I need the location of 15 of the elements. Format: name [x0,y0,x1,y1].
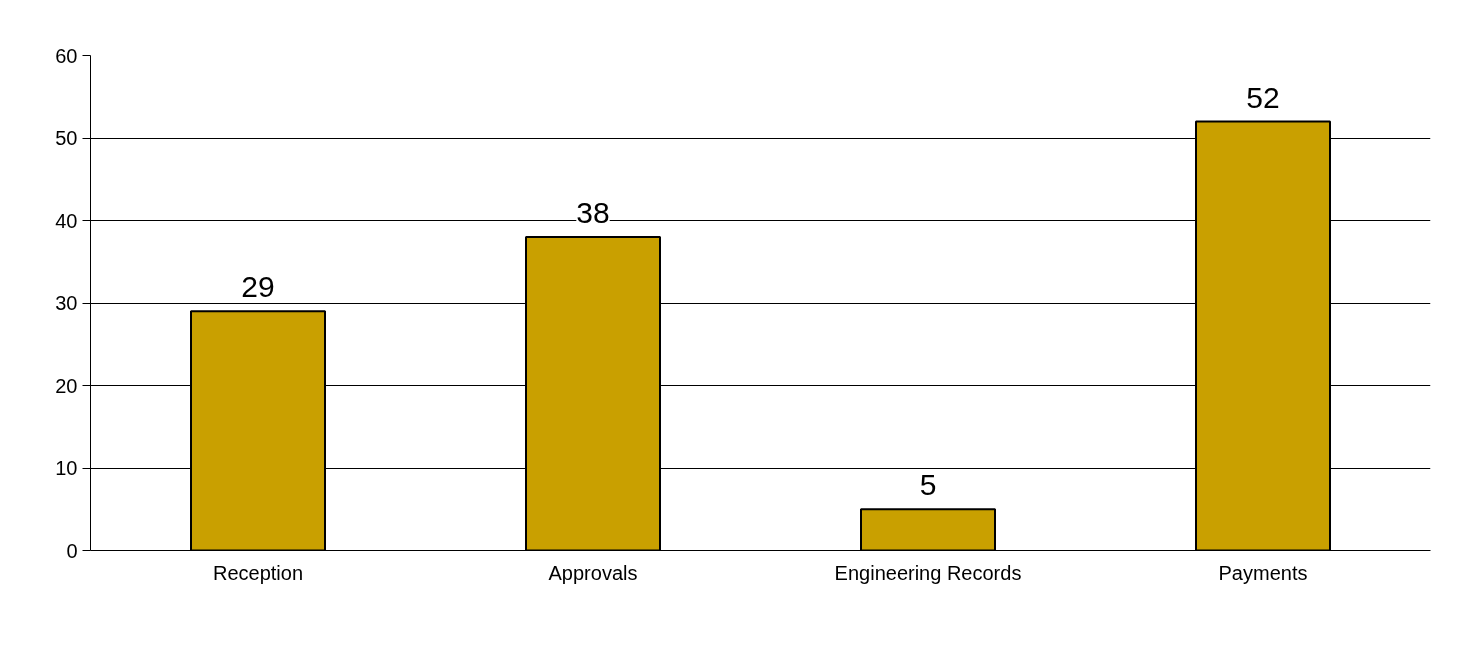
y-tick-label: 50 [55,127,78,149]
data-label: 5 [919,468,937,502]
x-tick-label: Reception [212,561,304,584]
y-tick-label: 10 [55,457,78,479]
data-label: 29 [241,270,275,304]
y-tick-label: 30 [55,292,78,314]
y-tick-label: 60 [55,44,78,67]
data-label: 38 [576,196,610,229]
x-tick-label: Engineering Records [834,561,1022,584]
y-tick-label: 20 [55,374,78,397]
x-tick-label: Approvals [548,561,638,584]
y-tick-label: 40 [55,209,78,232]
data-label: 52 [1246,80,1280,114]
y-tick-label: 0 [66,539,78,562]
x-tick-label: Payments [1218,561,1308,584]
